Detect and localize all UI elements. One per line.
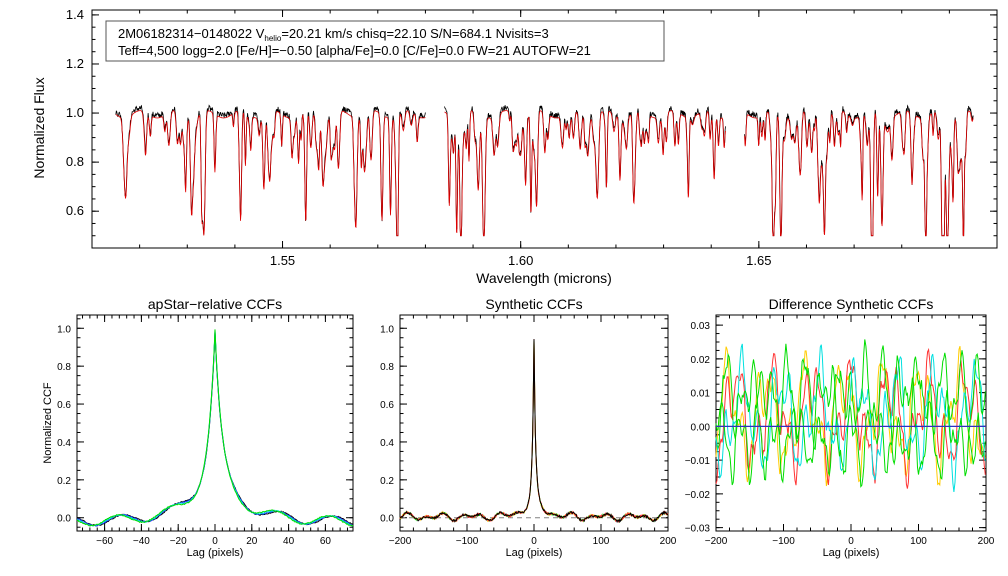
ccf-rel-ticks: −60 −40 −20 0 20 40 60 0.0 0.2 0.4 0.6 0.8 1.0 (57, 315, 353, 547)
ccf-rel-ytick-label: 0.2 (57, 476, 71, 487)
ccf-diff-line (715, 345, 986, 488)
ccf-rel-line (76, 332, 354, 527)
spectrum-annotation-line1: 2M06182314−0148022 Vhelio=20.21 km/s chi… (118, 26, 549, 43)
spectrum-ytick-label: 1.0 (66, 105, 84, 120)
spectrum-xlabel: Wavelength (microns) (476, 270, 612, 286)
ccf-rel-ytick-label: 0.4 (57, 438, 71, 449)
ccf-diff-line (715, 343, 986, 492)
ccf-diff-ytick-label: 0.02 (691, 355, 711, 366)
spectrum-frame (91, 9, 998, 249)
ccf-rel-xtick-label: 60 (320, 536, 332, 547)
ccf-rel-xtick-label: 40 (283, 536, 295, 547)
ccf-rel-ytick-label: 0.8 (57, 362, 71, 373)
ccf-diff-xtick-label: −100 (772, 536, 795, 547)
spectrum-model-line (744, 110, 974, 237)
ccf-rel-line (76, 331, 354, 527)
ccf-rel-xtick-label: 20 (246, 536, 258, 547)
ccf-diff-title: Difference Synthetic CCFs (769, 296, 934, 312)
ccf-diff-ytick-label: −0.01 (685, 456, 711, 467)
ccf-diff-ytick-label: 0.01 (691, 389, 711, 400)
ccf-syn-title: Synthetic CCFs (485, 296, 582, 312)
spectrum-model-line (115, 110, 426, 237)
ccf-rel-xtick-label: −40 (133, 536, 150, 547)
spectrum-ytick-label: 1.4 (66, 7, 84, 22)
ccf-syn-xtick-label: −100 (456, 536, 479, 547)
ccf-syn-xtick-label: −200 (389, 536, 412, 547)
spectrum-xtick-label: 1.60 (508, 253, 533, 268)
ccf-diff-ytick-label: 0.00 (691, 422, 711, 433)
ccf-syn-ytick-label: 0.0 (380, 514, 394, 525)
ccf-diff-line (715, 339, 986, 486)
ccf-rel-curves (76, 329, 354, 527)
ccf-rel-ytick-label: 0.0 (57, 514, 71, 525)
spectrum-ytick-label: 0.8 (66, 154, 84, 169)
ccf-syn-ytick-label: 0.2 (380, 476, 394, 487)
ccf-rel-line (76, 330, 354, 527)
ccf-syn-ticks: −200 −100 0 100 200 0.0 0.2 0.4 0.6 0.8 1.0 (380, 315, 677, 547)
ccf-syn-line (399, 339, 669, 524)
ccf-rel-line (76, 329, 354, 527)
ccf-diff-ytick-label: 0.03 (691, 321, 711, 332)
ccf-rel-title: apStar−relative CCFs (148, 296, 282, 312)
ccf-rel-ylabel: Normalized CCF (42, 382, 54, 464)
ccf-diff-ticks: −200 −100 0 100 200 −0.03 −0.02 −0.01 0.00 0.01 0.… (685, 315, 995, 547)
spectrum-annotation-box (105, 20, 665, 62)
ccf-rel-ytick-label: 0.6 (57, 400, 71, 411)
ccf-diff-xlabel: Lag (pixels) (823, 547, 880, 559)
ccf-syn-xlabel: Lag (pixels) (506, 547, 563, 559)
ccf-diff-xtick-label: 0 (848, 536, 854, 547)
spectrum-panel: 1.55 1.60 1.65 0.6 0.8 1.0 1.2 1.4 2M06182314−0… (31, 7, 998, 286)
ccf-diff-curves (715, 339, 986, 492)
ccf-rel-xlabel: Lag (pixels) (187, 547, 244, 559)
ccf-diff-xtick-label: −200 (705, 536, 728, 547)
spectrum-ytick-label: 0.6 (66, 203, 84, 218)
spectrum-model-line (444, 110, 726, 237)
ccf-syn-xtick-label: 100 (593, 536, 610, 547)
ccf-rel-xtick-label: −60 (96, 536, 113, 547)
ccf-diff-panel: −200 −100 0 100 200 −0.03 −0.02 −0.01 0.00 0.01 0.… (685, 296, 995, 559)
ccf-diff-ytick-label: −0.03 (685, 524, 711, 535)
spectrum-ylabel: Normalized Flux (31, 77, 47, 178)
ccf-rel-panel: −60 −40 −20 0 20 40 60 0.0 0.2 0.4 0.6 0.8 1.0 apSta… (42, 296, 354, 559)
ccf-rel-xtick-label: 0 (212, 536, 218, 547)
ccf-diff-xtick-label: 100 (910, 536, 927, 547)
ccf-syn-xtick-label: 0 (531, 536, 537, 547)
spectrum-ytick-label: 1.2 (66, 56, 84, 71)
ccf-syn-panel: −200 −100 0 100 200 0.0 0.2 0.4 0.6 0.8 1.0 Synthe… (380, 296, 677, 559)
ccf-syn-xtick-label: 200 (660, 536, 677, 547)
ccf-rel-ytick-label: 1.0 (57, 324, 71, 335)
ccf-rel-xtick-label: −20 (170, 536, 187, 547)
ccf-syn-ytick-label: 1.0 (380, 324, 394, 335)
ccf-diff-ytick-label: −0.02 (685, 490, 711, 501)
ccf-syn-ytick-label: 0.6 (380, 400, 394, 411)
spectrum-annotation-line2: Teff=4,500 logg=2.0 [Fe/H]=−0.50 [alpha/… (118, 43, 591, 58)
ccf-syn-ytick-label: 0.4 (380, 438, 394, 449)
ccf-syn-curves (399, 338, 669, 524)
ccf-syn-ytick-label: 0.8 (380, 362, 394, 373)
spectrum-xtick-label: 1.55 (270, 253, 295, 268)
spectrum-ticks: 1.55 1.60 1.65 0.6 0.8 1.0 1.2 1.4 (66, 7, 998, 268)
spectrum-xtick-label: 1.65 (746, 253, 771, 268)
ccf-rel-frame (76, 314, 354, 532)
ccf-diff-xtick-label: 200 (978, 536, 995, 547)
spectrum-curves (115, 104, 974, 237)
